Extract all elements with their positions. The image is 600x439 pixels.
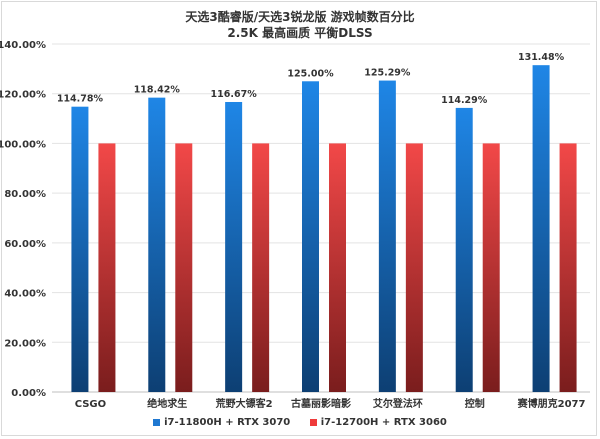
legend-label-series-2: i7-12700H + RTX 3060 bbox=[320, 417, 447, 428]
bar-series-1 bbox=[378, 80, 396, 393]
legend-swatch-red-icon bbox=[309, 419, 317, 426]
bar-series-2 bbox=[175, 143, 193, 392]
bar-series-1 bbox=[71, 106, 89, 393]
y-tick-label: 100.00% bbox=[0, 139, 46, 150]
y-tick-label: 0.00% bbox=[11, 388, 46, 399]
bar-series-2 bbox=[252, 143, 270, 392]
data-label: 114.78% bbox=[57, 94, 104, 105]
y-tick-label: 140.00% bbox=[0, 40, 46, 51]
y-tick-label: 60.00% bbox=[4, 239, 46, 250]
legend-label-series-1: i7-11800H + RTX 3070 bbox=[164, 417, 291, 428]
legend-item-series-2: i7-12700H + RTX 3060 bbox=[309, 417, 447, 428]
y-tick-label: 40.00% bbox=[4, 289, 46, 300]
data-label: 118.42% bbox=[134, 85, 181, 96]
x-tick-label: 艾尔登法环 bbox=[373, 397, 423, 410]
data-label: 125.00% bbox=[287, 68, 334, 79]
bar-series-2 bbox=[405, 143, 423, 392]
bar-series-1 bbox=[148, 97, 166, 392]
bar-series-1 bbox=[532, 65, 550, 392]
bar-series-2 bbox=[329, 143, 346, 392]
legend: i7-11800H + RTX 3070 i7-12700H + RTX 306… bbox=[0, 417, 600, 429]
data-label: 116.67% bbox=[211, 89, 258, 100]
bar-series-1 bbox=[455, 107, 473, 392]
x-tick-label: 赛博朋克2077 bbox=[517, 397, 586, 410]
legend-item-series-1: i7-11800H + RTX 3070 bbox=[153, 417, 290, 428]
bar-series-2 bbox=[482, 143, 500, 392]
x-tick-label: CSGO bbox=[75, 399, 106, 410]
data-label: 114.29% bbox=[441, 95, 488, 106]
chart-title: 天选3酷睿版/天选3锐龙版 游戏帧数百分比 bbox=[185, 10, 415, 24]
x-tick-label: 荒野大镖客2 bbox=[215, 397, 273, 410]
y-tick-label: 120.00% bbox=[0, 90, 46, 101]
data-label: 131.48% bbox=[518, 52, 565, 63]
x-tick-label: 绝地求生 bbox=[147, 397, 187, 410]
bar-series-2 bbox=[98, 143, 116, 392]
bar-series-2 bbox=[559, 143, 577, 392]
y-tick-label: 80.00% bbox=[4, 189, 46, 200]
chart-subtitle: 2.5K 最高画质 平衡DLSS bbox=[227, 26, 373, 40]
x-tick-label: 古墓丽影暗影 bbox=[291, 397, 351, 410]
bar-series-1 bbox=[302, 81, 319, 393]
data-label: 125.29% bbox=[364, 68, 411, 79]
legend-swatch-blue-icon bbox=[153, 419, 161, 426]
y-tick-label: 20.00% bbox=[4, 338, 46, 349]
x-tick-label: 控制 bbox=[465, 397, 485, 410]
bar-series-1 bbox=[225, 101, 243, 393]
